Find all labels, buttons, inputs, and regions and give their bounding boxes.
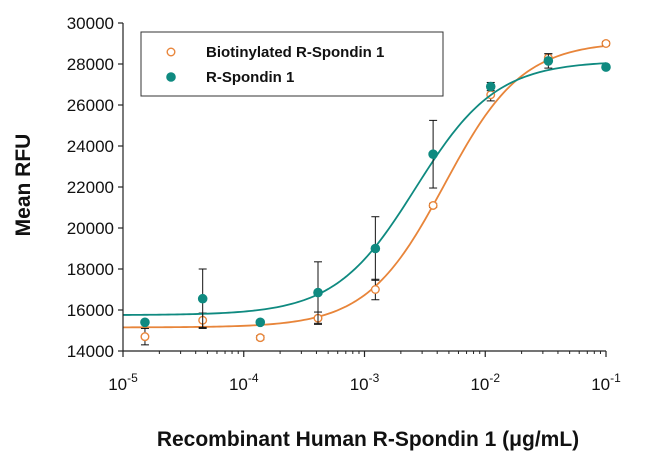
legend-marker-rspondin [166, 72, 176, 82]
y-tick-label: 14000 [67, 342, 114, 361]
x-tick-label: 10-5 [108, 371, 138, 394]
x-tick-label-exponent: -1 [610, 371, 621, 385]
x-tick-label-base: 10 [350, 375, 369, 394]
legend-box [140, 31, 444, 97]
x-tick-label: 10-2 [470, 371, 500, 394]
y-tick-label: 16000 [67, 301, 114, 320]
y-tick-label: 20000 [67, 219, 114, 238]
data-point-biotinylated [428, 200, 438, 210]
legend: Biotinylated R-Spondin 1 R-Spondin 1 [140, 31, 444, 97]
legend-label: Biotinylated R-Spondin 1 [206, 44, 384, 61]
x-tick-label: 10-3 [350, 371, 380, 394]
legend-marker-biotinylated [166, 47, 176, 57]
x-tick-label: 10-4 [229, 371, 259, 394]
x-tick-label-exponent: -5 [127, 371, 138, 385]
data-point-biotinylated [601, 39, 611, 49]
data-point-rspondin [485, 81, 496, 92]
data-point-biotinylated [140, 332, 150, 342]
fit-curve-series-0 [123, 44, 607, 329]
data-point-rspondin [140, 317, 150, 328]
x-tick-label-base: 10 [229, 375, 248, 394]
axes: 14000 16000 18000 20000 22000 24000 26000 28000… [67, 14, 621, 394]
y-tick-label: 18000 [67, 260, 114, 279]
y-tick-label: 26000 [67, 96, 114, 115]
y-tick-label: 28000 [67, 55, 114, 74]
legend-label: R-Spondin 1 [206, 69, 294, 86]
data-point-rspondin [428, 149, 438, 159]
x-tick-label-exponent: -2 [489, 371, 500, 385]
data-point-rspondin [601, 62, 611, 72]
x-tick-label-exponent: -4 [248, 371, 259, 385]
y-tick-label: 30000 [67, 14, 114, 33]
x-tick-label-base: 10 [470, 375, 489, 394]
fit-curve-series-1 [122, 62, 607, 316]
x-axis-title: Recombinant Human R-Spondin 1 (μg/mL) [157, 428, 579, 451]
data-point-rspondin [197, 293, 208, 304]
x-tick-label-base: 10 [108, 375, 127, 394]
x-tick-label: 10-1 [591, 371, 621, 394]
x-tick-label-exponent: -3 [369, 371, 380, 385]
data-point-rspondin [255, 317, 266, 328]
data-point-biotinylated [255, 333, 265, 343]
plot-area [122, 39, 611, 346]
data-point-biotinylated [370, 285, 380, 295]
data-point-rspondin [313, 287, 323, 298]
y-axis-title: Mean RFU [12, 134, 35, 237]
data-point-rspondin [370, 243, 381, 254]
y-tick-label: 22000 [67, 178, 114, 197]
x-tick-label-base: 10 [591, 375, 610, 394]
data-point-rspondin [543, 56, 554, 66]
y-tick-label: 24000 [67, 137, 114, 156]
